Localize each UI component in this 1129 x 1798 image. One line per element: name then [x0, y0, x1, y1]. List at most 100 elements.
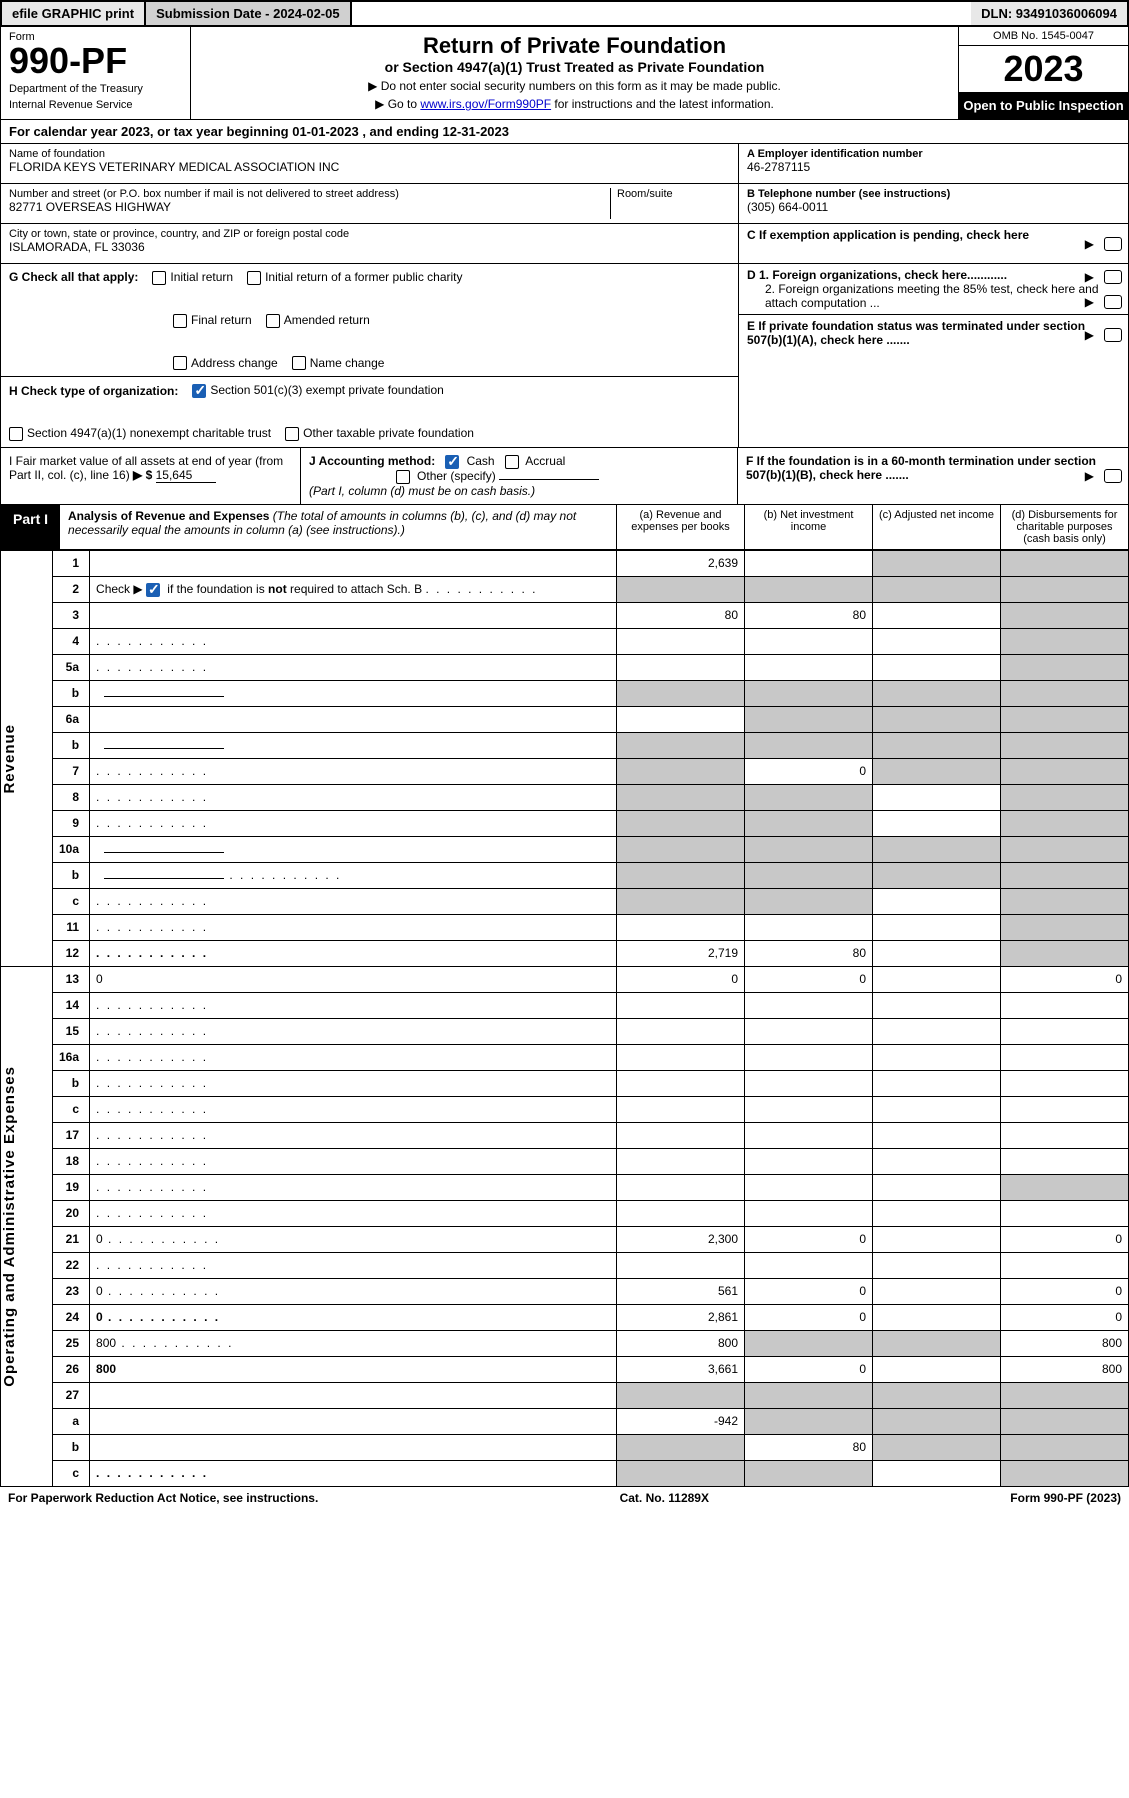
amount-col-d: 800 [1001, 1356, 1129, 1382]
line-number: 4 [53, 628, 90, 654]
amount-col-d [1001, 1200, 1129, 1226]
line-number: 24 [53, 1304, 90, 1330]
line-desc [90, 1434, 617, 1460]
g-opt-name[interactable]: Name change [292, 356, 385, 371]
amount-col-a [617, 1200, 745, 1226]
amount-col-a [617, 680, 745, 706]
amount-col-a: -942 [617, 1408, 745, 1434]
amount-col-b [745, 836, 873, 862]
line-number: c [53, 888, 90, 914]
table-row: 16a [1, 1044, 1129, 1070]
amount-col-b [745, 1070, 873, 1096]
line-desc [90, 602, 617, 628]
c-checkbox[interactable] [1104, 237, 1122, 251]
amount-col-d [1001, 1408, 1129, 1434]
g-opt-initial[interactable]: Initial return [152, 270, 233, 285]
amount-col-c [873, 992, 1001, 1018]
amount-col-a [617, 706, 745, 732]
amount-col-c [873, 654, 1001, 680]
footer-left: For Paperwork Reduction Act Notice, see … [8, 1491, 318, 1505]
j-other-checkbox[interactable] [396, 470, 410, 484]
amount-col-c [873, 1252, 1001, 1278]
g-opt-final[interactable]: Final return [173, 313, 252, 328]
amount-col-c [873, 1018, 1001, 1044]
amount-col-b [745, 914, 873, 940]
amount-col-a [617, 1148, 745, 1174]
table-row: 2Check ▶ if the foundation is not requir… [1, 576, 1129, 602]
top-bar-left: efile GRAPHIC print Submission Date - 20… [2, 2, 352, 25]
amount-col-a [617, 1018, 745, 1044]
g-opt-amended[interactable]: Amended return [266, 313, 370, 328]
amount-col-d [1001, 810, 1129, 836]
j-accrual: Accrual [525, 454, 565, 468]
part1-desc: Analysis of Revenue and Expenses (The to… [60, 505, 616, 549]
h-opt-other[interactable]: Other taxable private foundation [285, 426, 474, 441]
amount-col-c [873, 628, 1001, 654]
amount-col-c [873, 1460, 1001, 1486]
c-cell: C If exemption application is pending, c… [739, 224, 1128, 264]
amount-col-a [617, 1434, 745, 1460]
line-number: 22 [53, 1252, 90, 1278]
f-checkbox[interactable] [1104, 469, 1122, 483]
amount-col-c [873, 576, 1001, 602]
h-opt-4947[interactable]: Section 4947(a)(1) nonexempt charitable … [9, 426, 271, 441]
line-desc [90, 810, 617, 836]
addr-label: Number and street (or P.O. box number if… [9, 188, 610, 200]
amount-col-c [873, 1226, 1001, 1252]
h-opt-501c3[interactable]: Section 501(c)(3) exempt private foundat… [192, 383, 443, 398]
line-desc [90, 758, 617, 784]
line-desc [90, 1382, 617, 1408]
g-opt-initial-pub[interactable]: Initial return of a former public charit… [247, 270, 462, 285]
table-row: b80 [1, 1434, 1129, 1460]
table-row: 10a [1, 836, 1129, 862]
title-col: Return of Private Foundation or Section … [191, 27, 958, 119]
i-value: 15,645 [156, 468, 216, 483]
top-bar: efile GRAPHIC print Submission Date - 20… [0, 0, 1129, 27]
expenses-side-label: Operating and Administrative Expenses [1, 966, 53, 1486]
d2-checkbox[interactable] [1104, 295, 1122, 309]
irs-link[interactable]: www.irs.gov/Form990PF [420, 97, 551, 111]
part1-tag: Part I [1, 505, 60, 549]
j-accrual-checkbox[interactable] [505, 455, 519, 469]
line-desc [90, 1252, 617, 1278]
foundation-name-cell: Name of foundation FLORIDA KEYS VETERINA… [1, 144, 738, 184]
line-desc [90, 732, 617, 758]
h-label: H Check type of organization: [9, 384, 178, 398]
table-row: c [1, 1460, 1129, 1486]
j-cash-checkbox[interactable] [445, 455, 459, 469]
table-row: b [1, 680, 1129, 706]
footer-mid: Cat. No. 11289X [620, 1491, 709, 1505]
amount-col-a [617, 1252, 745, 1278]
g-opt-address[interactable]: Address change [173, 356, 278, 371]
table-row: 19 [1, 1174, 1129, 1200]
amount-col-c [873, 966, 1001, 992]
amount-col-d [1001, 914, 1129, 940]
ein-cell: A Employer identification number 46-2787… [739, 144, 1128, 184]
f-cell: F If the foundation is in a 60-month ter… [738, 448, 1128, 505]
table-row: 15 [1, 1018, 1129, 1044]
amount-col-a: 2,719 [617, 940, 745, 966]
line-desc: Check ▶ if the foundation is not require… [90, 576, 617, 602]
line-desc [90, 706, 617, 732]
line-desc [90, 1070, 617, 1096]
line-number: 17 [53, 1122, 90, 1148]
line-number: 1 [53, 550, 90, 576]
line-number: b [53, 1434, 90, 1460]
amount-col-d [1001, 1434, 1129, 1460]
amount-col-d [1001, 1044, 1129, 1070]
table-row: 268003,6610800 [1, 1356, 1129, 1382]
foundation-name: FLORIDA KEYS VETERINARY MEDICAL ASSOCIAT… [9, 160, 730, 174]
line-number: b [53, 1070, 90, 1096]
amount-col-c [873, 680, 1001, 706]
table-row: 27 [1, 1382, 1129, 1408]
table-row: 2402,86100 [1, 1304, 1129, 1330]
amount-col-a [617, 1382, 745, 1408]
efile-button[interactable]: efile GRAPHIC print [2, 2, 146, 25]
part1-header: Part I Analysis of Revenue and Expenses … [0, 505, 1129, 550]
e-label: E If private foundation status was termi… [747, 319, 1085, 347]
footer: For Paperwork Reduction Act Notice, see … [0, 1487, 1129, 1509]
goto-pre: ▶ Go to [375, 97, 420, 111]
e-checkbox[interactable] [1104, 328, 1122, 342]
amount-col-c [873, 706, 1001, 732]
d1-checkbox[interactable] [1104, 270, 1122, 284]
